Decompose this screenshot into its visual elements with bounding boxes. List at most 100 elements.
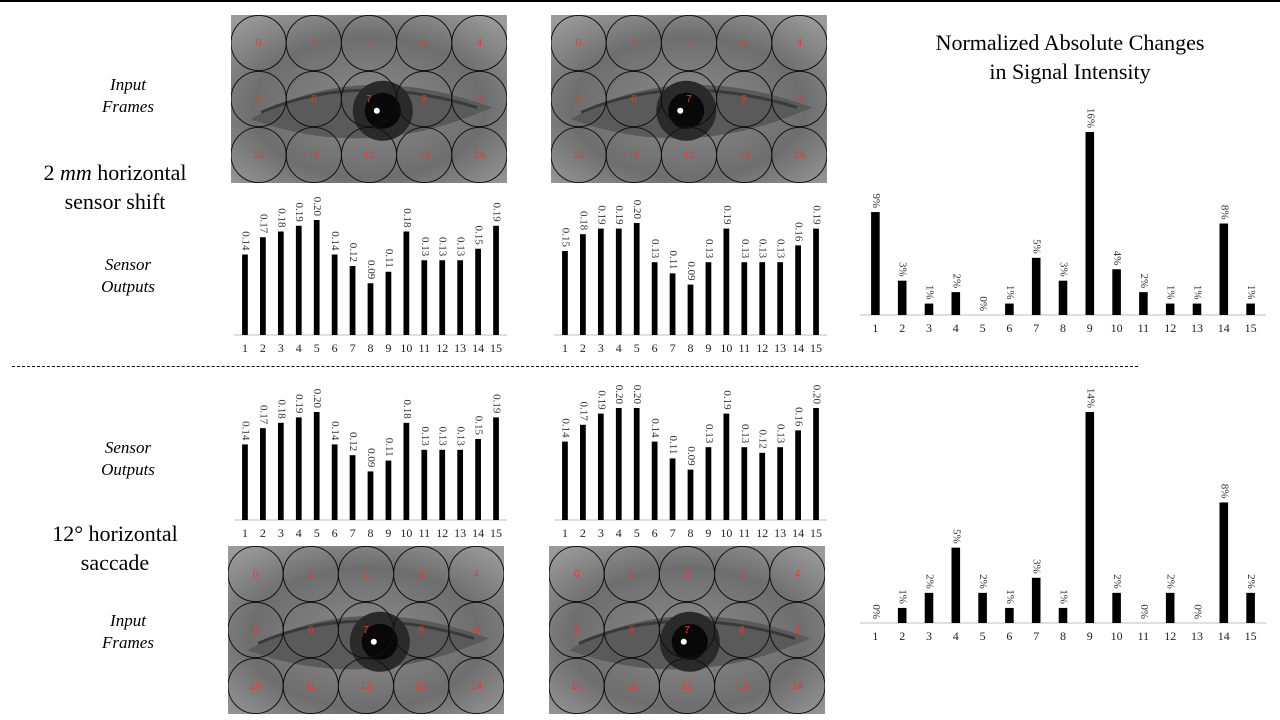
data-label: 0.15 — [473, 226, 485, 246]
sensor-cell-label: 2 — [684, 569, 690, 580]
sensor-cell-label: 3 — [418, 569, 424, 580]
data-label: 1% — [1245, 285, 1257, 300]
data-label: 1% — [1004, 589, 1016, 604]
bar — [795, 430, 801, 520]
sensor-cell-label: 11 — [627, 681, 638, 692]
sensor-outputs-label-bottom: Sensor Outputs — [88, 437, 168, 481]
bar — [1058, 280, 1068, 315]
bar — [871, 212, 880, 315]
tick-label: 13 — [454, 341, 466, 355]
data-label: 5% — [950, 529, 962, 544]
data-label: 0.12 — [347, 432, 359, 451]
sensor-cell-label: 0 — [256, 38, 262, 49]
data-label: 0.19 — [613, 205, 625, 225]
tick-label: 2 — [899, 321, 905, 335]
bar — [421, 449, 428, 520]
sensor-cell-label: 5 — [256, 94, 262, 105]
tick-label: 3 — [278, 341, 284, 355]
right-chart-title: Normalized Absolute Changes in Signal In… — [900, 28, 1240, 86]
bar — [795, 245, 801, 335]
sensor-cell-label: 10 — [250, 681, 262, 692]
sensor-cell-label: 11 — [306, 681, 317, 692]
data-label: 0.13 — [775, 424, 787, 444]
tick-label: 8 — [1060, 321, 1066, 335]
tick-label: 3 — [598, 341, 604, 355]
tick-label: 2 — [899, 629, 905, 643]
bar — [651, 262, 658, 335]
tick-label: 13 — [774, 526, 786, 540]
data-label: 0.15 — [473, 416, 485, 436]
tick-label: 14 — [792, 341, 804, 355]
data-label: 0.12 — [757, 430, 769, 449]
sensor-cell-label: 7 — [363, 625, 369, 636]
sensor-cell-label: 7 — [366, 94, 372, 105]
tick-label: 8 — [368, 341, 374, 355]
data-label: 0.18 — [577, 211, 589, 231]
tick-label: 4 — [296, 526, 302, 540]
bar — [349, 455, 356, 520]
tick-label: 10 — [1111, 629, 1123, 643]
bar — [1192, 303, 1202, 315]
data-label: 0.19 — [595, 205, 607, 225]
title-line: in Signal Intensity — [989, 59, 1151, 84]
bar — [331, 254, 338, 335]
tick-label: 13 — [454, 526, 466, 540]
bar — [741, 262, 748, 335]
tick-label: 10 — [400, 341, 412, 355]
bar — [580, 234, 586, 335]
tick-label: 7 — [350, 341, 356, 355]
tick-label: 2 — [260, 526, 266, 540]
tick-label: 11 — [739, 526, 751, 540]
bar — [687, 469, 694, 520]
bar — [385, 460, 392, 520]
tick-label: 15 — [490, 526, 502, 540]
sensor-cell-label: 12 — [681, 681, 693, 692]
tick-label: 12 — [756, 526, 768, 540]
sensor-cell-label: 1 — [631, 38, 637, 49]
data-label: 0.13 — [419, 237, 431, 257]
bar — [385, 271, 392, 335]
sensor-cell-label: 13 — [419, 150, 431, 161]
sensor-cell-label: 4 — [474, 569, 480, 580]
data-label: 2% — [1165, 574, 1177, 589]
sensor-cell-label: 10 — [253, 150, 265, 161]
data-label: 2% — [977, 574, 989, 589]
bar — [813, 228, 819, 335]
input-frames-label-top: Input Frames — [88, 74, 168, 118]
data-label: 0.13 — [649, 239, 661, 259]
sensor-cell-label: 11 — [629, 150, 640, 161]
bar — [669, 273, 676, 335]
data-label: 0.18 — [401, 400, 413, 420]
bar — [1219, 502, 1229, 623]
tick-label: 10 — [720, 341, 732, 355]
sensor-label-line: Outputs — [101, 277, 155, 296]
data-label: 0.19 — [491, 203, 503, 223]
data-label: 0.13 — [419, 427, 431, 447]
data-label: 5% — [1031, 239, 1043, 254]
bar — [1139, 292, 1148, 315]
tick-label: 9 — [385, 526, 391, 540]
tick-label: 11 — [739, 341, 751, 355]
bar — [562, 441, 568, 520]
sensor-shift-change-chart: 9% 1 3% 2 1% 3 2% 4 0% 5 1% 6 5% 7 3% 8 16% 9 4% 10 2% 11 1% 12… — [860, 108, 1266, 335]
tick-label: 3 — [926, 321, 932, 335]
data-label: 0.14 — [649, 418, 661, 438]
saccade-frame-1-chart: 0.14 1 0.17 2 0.18 3 0.19 4 0.20 5 0.14 6 0.12 7 0.09 8… — [234, 389, 507, 540]
glint — [373, 107, 380, 114]
eye-frame-top-right: 0 1 2 3 45 6 7 8 910 11 12 13 14 — [551, 15, 827, 183]
sensor-cell-label: 14 — [792, 681, 804, 692]
tick-label: 2 — [580, 341, 586, 355]
tick-label: 6 — [1006, 321, 1012, 335]
bar — [615, 228, 622, 335]
data-label: 0.14 — [329, 421, 341, 441]
bar — [475, 248, 481, 335]
data-label: 0.13 — [437, 427, 449, 447]
data-label: 14% — [1084, 388, 1096, 408]
sensor-label-line: Outputs — [101, 460, 155, 479]
saccade-frame-2-chart: 0.14 1 0.17 2 0.19 3 0.20 4 0.20 5 0.14 6 0.11 7 0.09 8… — [554, 385, 827, 540]
bar — [951, 292, 961, 315]
tick-label: 14 — [472, 526, 484, 540]
data-label: 0.20 — [631, 200, 643, 220]
data-label: 0.12 — [347, 243, 359, 262]
data-label: 1% — [897, 589, 909, 604]
